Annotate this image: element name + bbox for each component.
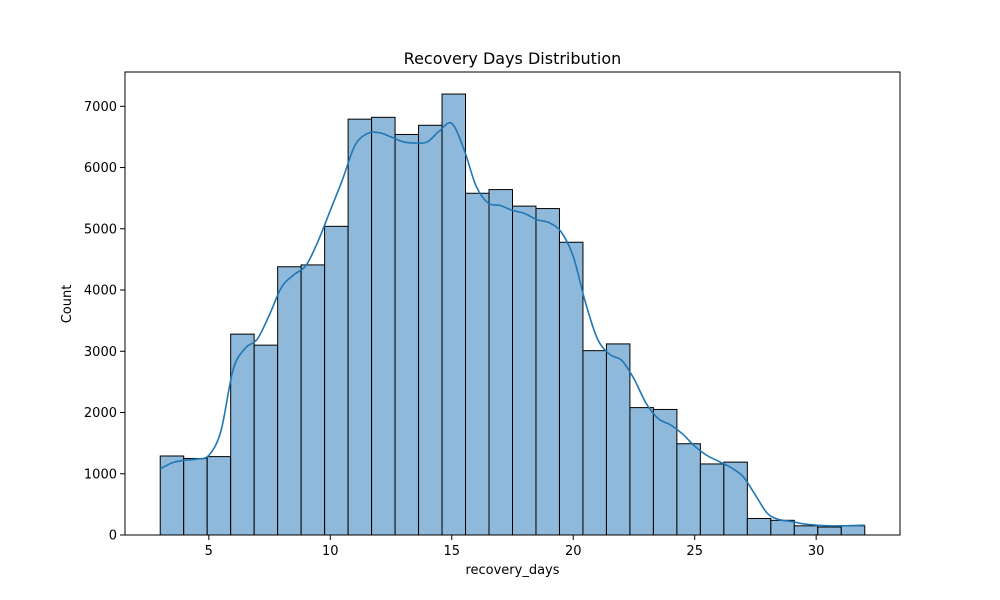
chart-title: Recovery Days Distribution xyxy=(404,49,622,68)
histogram-bar xyxy=(347,118,373,536)
histogram-bar xyxy=(324,225,349,536)
x-axis-title: recovery_days xyxy=(465,563,559,578)
axes-frame xyxy=(124,71,901,536)
x-tick-label: 25 xyxy=(686,544,703,559)
histogram-bar xyxy=(535,208,560,536)
histogram-bar xyxy=(159,455,185,536)
histogram-bar xyxy=(793,525,819,536)
y-tick-label: 6000 xyxy=(84,161,117,176)
histogram-bar xyxy=(183,457,208,536)
x-tick-label: 20 xyxy=(565,544,582,559)
y-tick-label: 0 xyxy=(109,529,117,544)
histogram-bar xyxy=(840,525,866,536)
kde-curve xyxy=(159,121,865,527)
histogram-bar xyxy=(605,343,631,536)
histogram-bar xyxy=(558,241,584,536)
y-axis-title: Count xyxy=(60,285,75,324)
histogram-bar xyxy=(441,93,467,536)
histogram-bar xyxy=(277,266,302,536)
histogram-bar xyxy=(652,408,678,536)
histogram-bar xyxy=(746,517,772,536)
x-tick-label: 15 xyxy=(443,544,460,559)
x-axis-ticks: 5 10 15 20 25 30 xyxy=(205,535,825,559)
y-tick-label: 2000 xyxy=(84,406,117,421)
histogram-bar xyxy=(371,116,396,536)
histogram-bar xyxy=(206,456,232,536)
histogram-bar xyxy=(817,526,842,536)
histogram-bar xyxy=(418,124,443,536)
x-tick-label: 10 xyxy=(322,544,339,559)
histogram-bar xyxy=(770,519,795,536)
y-tick-label: 4000 xyxy=(84,284,117,299)
histogram-bar xyxy=(512,205,537,536)
x-tick-label: 5 xyxy=(205,544,213,559)
histogram-bars xyxy=(159,93,866,536)
y-tick-label: 5000 xyxy=(84,222,117,237)
y-tick-label: 7000 xyxy=(84,100,117,115)
histogram-bar xyxy=(676,443,701,536)
histogram-bar xyxy=(465,192,490,536)
histogram-bar xyxy=(488,189,514,536)
y-tick-label: 1000 xyxy=(84,467,117,482)
y-tick-label: 3000 xyxy=(84,345,117,360)
histogram-bar xyxy=(723,461,748,536)
x-tick-label: 30 xyxy=(808,544,825,559)
histogram-bar xyxy=(582,350,607,536)
y-axis-ticks: 0 1000 2000 3000 4000 5000 6000 7000 xyxy=(84,100,125,544)
histogram-bar xyxy=(394,133,420,536)
histogram-bar xyxy=(253,344,279,536)
histogram-bar xyxy=(629,407,654,536)
histogram-bar xyxy=(300,264,326,536)
histogram-bar xyxy=(699,463,725,536)
